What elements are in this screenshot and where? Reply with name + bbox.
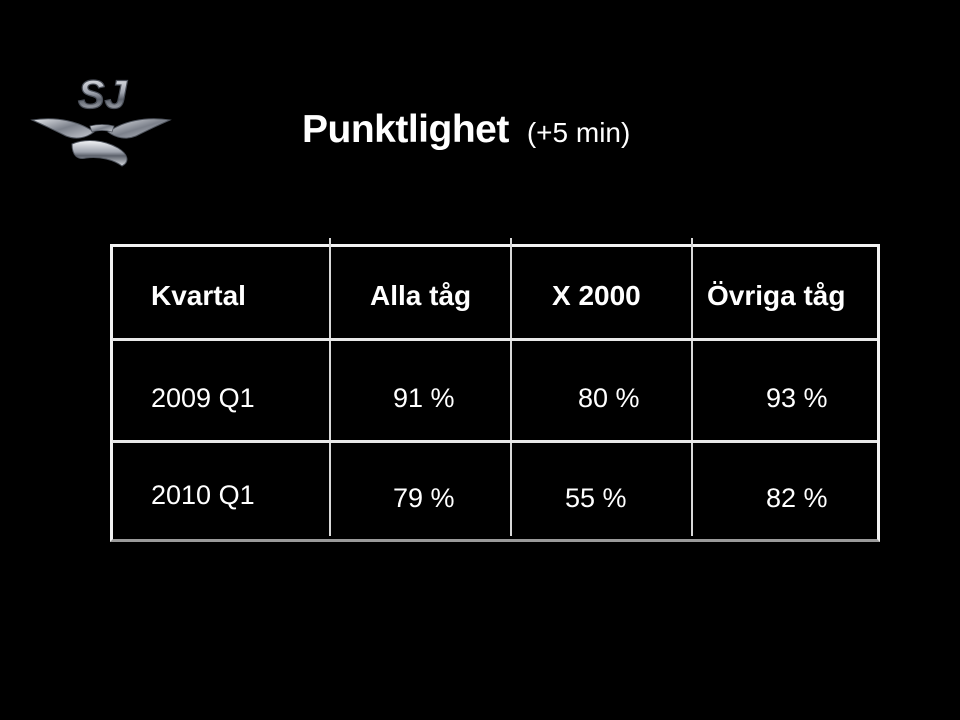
sj-logo-icon: SJ <box>30 72 172 167</box>
column-header-alla-tag: Alla tåg <box>370 280 472 311</box>
sj-logo: SJ <box>28 68 174 172</box>
table-cell-quarter: 2009 Q1 <box>151 383 255 413</box>
table-cell-alla-tag: 79 % <box>393 483 455 513</box>
table-divider-1 <box>329 238 331 536</box>
table-row-divider-2 <box>112 440 877 443</box>
table-cell-ovriga-tag: 82 % <box>766 483 828 513</box>
slide-title-row: Punktlighet (+5 min) <box>302 108 630 152</box>
table-divider-3 <box>691 238 693 536</box>
table-cell-x2000: 80 % <box>578 383 640 413</box>
table-divider-2 <box>510 238 512 536</box>
svg-text:SJ: SJ <box>78 73 128 117</box>
column-header-x2000: X 2000 <box>552 280 641 311</box>
table-cell-alla-tag: 91 % <box>393 383 455 413</box>
slide-title: Punktlighet <box>302 108 509 151</box>
table-cell-quarter: 2010 Q1 <box>151 480 255 510</box>
column-header-kvartal: Kvartal <box>151 280 246 311</box>
slide-subtitle: (+5 min) <box>526 117 631 148</box>
column-header-ovriga-tag: Övriga tåg <box>707 280 846 311</box>
punctuality-table <box>110 244 880 542</box>
table-cell-ovriga-tag: 93 % <box>766 383 828 413</box>
table-cell-x2000: 55 % <box>565 483 627 513</box>
table-row-divider-1 <box>112 338 877 341</box>
